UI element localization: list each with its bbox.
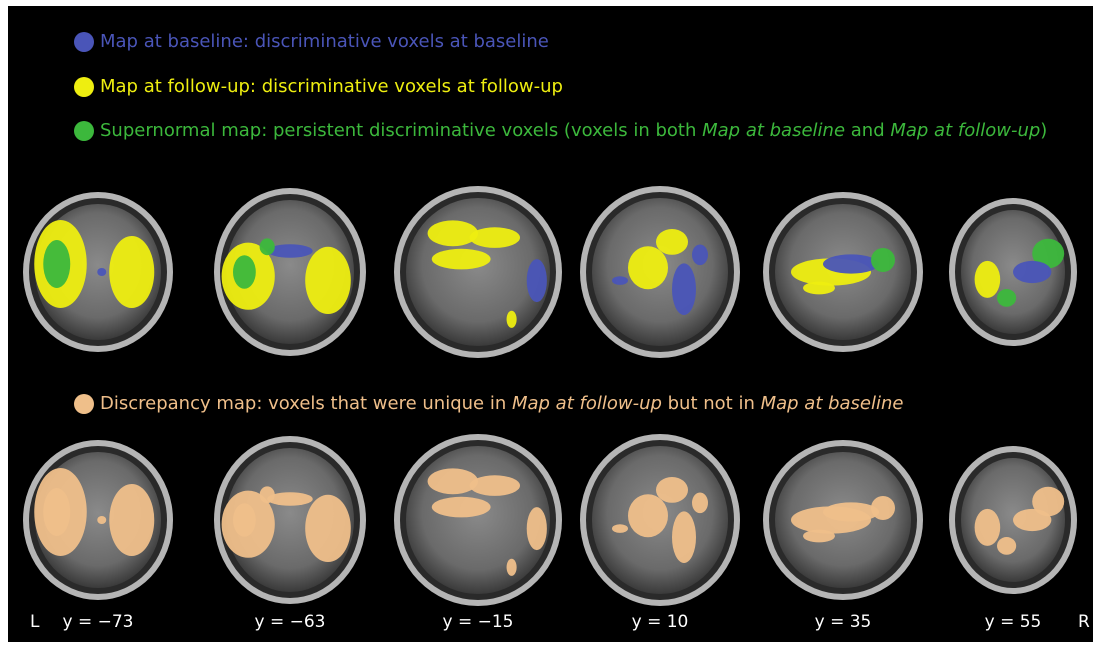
legend-text-part: Map at follow-up	[512, 393, 662, 414]
activation-blob	[672, 511, 696, 563]
activation-blob	[974, 508, 1001, 546]
activation-blob	[267, 244, 313, 258]
activation-blob	[506, 310, 517, 328]
activation-blob	[612, 524, 628, 533]
activation-blob	[656, 477, 688, 503]
activation-blob	[526, 259, 547, 303]
legend-text: Discrepancy map: voxels that were unique…	[100, 393, 904, 414]
activation-blob	[823, 502, 879, 522]
activation-blob	[109, 484, 155, 556]
activation-blob	[628, 494, 668, 538]
legend-text: Map at baseline: discriminative voxels a…	[100, 31, 549, 52]
activation-blob	[526, 507, 547, 551]
activation-blob	[997, 289, 1017, 307]
slice-label: y = 10	[632, 612, 689, 632]
legend-text-part: )	[1040, 120, 1047, 141]
activation-blob	[259, 238, 275, 256]
activation-blob	[974, 260, 1001, 298]
activation-blob	[506, 558, 517, 576]
slice-label: y = 35	[815, 612, 872, 632]
activation-blob	[1032, 238, 1065, 269]
activation-blob	[803, 529, 835, 543]
left-label: L	[30, 612, 40, 632]
activation-blob	[97, 516, 107, 524]
legend-text-part: Map at follow-up: discriminative voxels …	[100, 76, 563, 97]
legend-text-part: but not in	[662, 393, 761, 414]
activation-blob	[672, 263, 696, 316]
activation-blob	[427, 468, 478, 495]
activation-blob	[692, 244, 708, 266]
activation-blob	[803, 281, 835, 295]
activation-blob	[871, 248, 895, 272]
activation-blob	[109, 236, 155, 308]
legend-dot	[74, 77, 94, 97]
legend-dot	[74, 32, 94, 52]
right-label: R	[1078, 612, 1090, 632]
activation-blob	[1012, 508, 1052, 532]
activation-blob	[43, 240, 71, 288]
slice-label: y = −15	[443, 612, 514, 632]
activation-blob	[427, 220, 478, 247]
activation-blob	[1012, 260, 1052, 284]
activation-blob	[823, 254, 879, 274]
activation-blob	[997, 537, 1017, 555]
activation-blob	[692, 492, 708, 514]
legend-text-part: Supernormal map: persistent discriminati…	[100, 120, 702, 141]
activation-blob	[233, 255, 256, 289]
legend-text-part: Map at baseline	[702, 120, 845, 141]
legend-dot	[74, 121, 94, 141]
activation-blob	[612, 276, 628, 285]
legend-dot	[74, 394, 94, 414]
activation-blob	[97, 268, 107, 276]
activation-blob	[469, 227, 520, 248]
activation-blob	[628, 246, 668, 290]
legend-text: Map at follow-up: discriminative voxels …	[100, 76, 563, 97]
legend-text-part: and	[845, 120, 890, 141]
activation-blob	[656, 229, 688, 255]
legend-text-part: Map at follow-up	[890, 120, 1040, 141]
activation-blob	[1032, 486, 1065, 517]
slice-label: y = −63	[255, 612, 326, 632]
activation-blob	[43, 488, 71, 536]
legend-text-part: Map at baseline	[761, 393, 904, 414]
slice-label: y = 55	[985, 612, 1042, 632]
slice-label: y = −73	[63, 612, 134, 632]
legend-text-part: Discrepancy map: voxels that were unique…	[100, 393, 512, 414]
activation-blob	[305, 494, 351, 562]
activation-blob	[431, 248, 491, 270]
activation-blob	[233, 503, 256, 537]
activation-blob	[469, 475, 520, 496]
activation-blob	[305, 246, 351, 314]
activation-blob	[431, 496, 491, 518]
legend-text-part: Map at baseline: discriminative voxels a…	[100, 31, 549, 52]
activation-blob	[259, 486, 275, 504]
activation-blob	[871, 496, 895, 520]
activation-blob	[267, 492, 313, 506]
legend-text: Supernormal map: persistent discriminati…	[100, 120, 1047, 141]
brain-slices	[23, 186, 1077, 606]
legend: Map at baseline: discriminative voxels a…	[74, 31, 1047, 414]
